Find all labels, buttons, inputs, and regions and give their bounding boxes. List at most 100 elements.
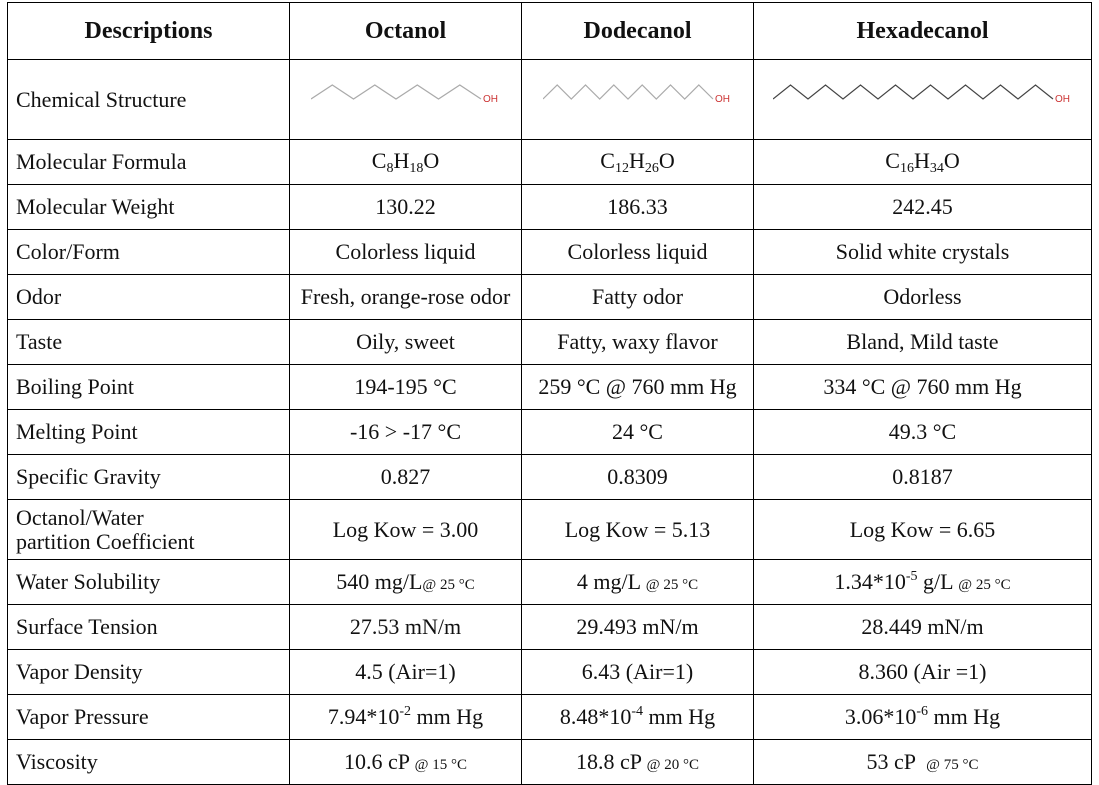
data-row: Specific Gravity 0.827 0.8309 0.8187 xyxy=(7,454,1092,500)
value-cell: 49.3 °C xyxy=(753,409,1092,455)
row-label: Vapor Density xyxy=(7,649,290,695)
row-label: Molecular Formula xyxy=(7,139,290,185)
value-cell: 18.8 cP @ 20 °C xyxy=(521,739,754,785)
row-label: Taste xyxy=(7,319,290,365)
value-cell: 6.43 (Air=1) xyxy=(521,649,754,695)
text-segment: -2 xyxy=(399,704,412,719)
text-segment: @ 15 °C xyxy=(414,757,467,773)
text-segment: C xyxy=(885,147,900,173)
text-segment: H xyxy=(628,147,645,173)
data-row: Octanol/Water partition Coefficient Log Ko… xyxy=(7,499,1092,560)
text-segment: @ 75 °C xyxy=(926,757,979,773)
text-segment: Octanol/Water xyxy=(16,504,144,530)
header-cell: Dodecanol xyxy=(521,2,754,60)
data-row: Surface Tension 27.53 mN/m 29.493 mN/m 28.4… xyxy=(7,604,1092,650)
data-row: Viscosity 10.6 cP @ 15 °C 18.8 cP @ 20 °C 5… xyxy=(7,739,1092,785)
row-label: Color/Form xyxy=(7,229,290,275)
value-cell: Log Kow = 3.00 xyxy=(289,499,522,560)
text-segment: H xyxy=(393,147,410,173)
data-row: Boiling Point 194-195 °C 259 °C @ 760 mm H… xyxy=(7,364,1092,410)
value-cell: 242.45 xyxy=(753,184,1092,230)
text-segment: 16 xyxy=(899,160,914,176)
text-segment: @ 25 °C xyxy=(422,577,475,593)
row-label: Specific Gravity xyxy=(7,454,290,500)
value-cell: Fresh, orange-rose odor xyxy=(289,274,522,320)
carbon-chain xyxy=(310,83,481,100)
text-segment: mm Hg xyxy=(643,704,716,729)
data-row: Vapor Pressure 7.94*10-2 mm Hg 8.48*10-4 m… xyxy=(7,694,1092,740)
data-row: Molecular Formula C8H18O C12H26O C16H34O xyxy=(7,139,1092,185)
value-cell: C8H18O xyxy=(289,139,522,185)
text-segment: O xyxy=(423,147,440,173)
text-segment: 26 xyxy=(644,160,659,176)
value-cell: C12H26O xyxy=(521,139,754,185)
text-segment: g/L xyxy=(917,569,959,594)
value-cell: 186.33 xyxy=(521,184,754,230)
text-segment: mm Hg xyxy=(928,704,1001,729)
text-segment: partition Coefficient xyxy=(16,528,195,554)
value-cell: Colorless liquid xyxy=(289,229,522,275)
value-cell: 24 °C xyxy=(521,409,754,455)
header-cell: Descriptions xyxy=(7,2,290,60)
value-cell: 53 cP @ 75 °C xyxy=(753,739,1092,785)
text-segment: C xyxy=(371,147,387,173)
structure-cell: OH xyxy=(521,59,754,140)
value-cell: Oily, sweet xyxy=(289,319,522,365)
value-cell: 8.48*10-4 mm Hg xyxy=(521,694,754,740)
text-segment: -6 xyxy=(916,704,929,719)
structure-cell: OH xyxy=(753,59,1092,140)
text-segment: 3.06*10 xyxy=(844,704,917,729)
text-segment: 7.94*10 xyxy=(327,704,400,729)
header-cell: Hexadecanol xyxy=(753,2,1092,60)
text-segment: -4 xyxy=(631,704,644,719)
value-cell: 28.449 mN/m xyxy=(753,604,1092,650)
value-cell: 0.827 xyxy=(289,454,522,500)
carbon-chain xyxy=(772,83,1053,100)
value-cell: 130.22 xyxy=(289,184,522,230)
text-segment: 18 xyxy=(409,160,424,176)
text-segment: 10.6 cP xyxy=(343,749,415,774)
row-label: Octanol/Water partition Coefficient xyxy=(7,499,290,560)
value-cell: C16H34O xyxy=(753,139,1092,185)
text-segment: 540 mg/L xyxy=(336,569,423,594)
value-cell: Fatty odor xyxy=(521,274,754,320)
value-cell: Fatty, waxy flavor xyxy=(521,319,754,365)
value-cell: Log Kow = 6.65 xyxy=(753,499,1092,560)
hydroxyl-label: OH xyxy=(483,94,498,105)
value-cell: Log Kow = 5.13 xyxy=(521,499,754,560)
text-segment: @ 20 °C xyxy=(646,757,699,773)
text-segment: 53 cP xyxy=(866,749,927,774)
row-label: Surface Tension xyxy=(7,604,290,650)
row-label: Water Solubility xyxy=(7,559,290,605)
carbon-chain xyxy=(542,83,713,100)
value-cell: Solid white crystals xyxy=(753,229,1092,275)
data-row: Water Solubility 540 mg/L@ 25 °C 4 mg/L @ … xyxy=(7,559,1092,605)
row-label: Molecular Weight xyxy=(7,184,290,230)
value-cell: 29.493 mN/m xyxy=(521,604,754,650)
data-row: Melting Point -16 > -17 °C 24 °C 49.3 °C xyxy=(7,409,1092,455)
text-segment: 4 mg/L xyxy=(576,569,646,594)
value-cell: 1.34*10-5 g/L @ 25 °C xyxy=(753,559,1092,605)
text-segment: mm Hg xyxy=(411,704,484,729)
value-cell: 194-195 °C xyxy=(289,364,522,410)
structure-drawing: OH xyxy=(772,83,1070,105)
text-segment: 8.48*10 xyxy=(559,704,632,729)
data-row: Taste Oily, sweet Fatty, waxy flavor Bland,… xyxy=(7,319,1092,365)
data-row: Color/Form Colorless liquid Colorless liqu… xyxy=(7,229,1092,275)
value-cell: 27.53 mN/m xyxy=(289,604,522,650)
value-cell: 4.5 (Air=1) xyxy=(289,649,522,695)
value-cell: 259 °C @ 760 mm Hg xyxy=(521,364,754,410)
value-cell: Odorless xyxy=(753,274,1092,320)
header-cell: Octanol xyxy=(289,2,522,60)
value-cell: 334 °C @ 760 mm Hg xyxy=(753,364,1092,410)
value-cell: 0.8187 xyxy=(753,454,1092,500)
structure-cell: OH xyxy=(289,59,522,140)
text-segment: 1.34*10 xyxy=(834,569,906,594)
value-cell: 8.360 (Air =1) xyxy=(753,649,1092,695)
row-label: Boiling Point xyxy=(7,364,290,410)
text-segment: 18.8 cP xyxy=(575,749,647,774)
text-segment: C xyxy=(600,147,615,173)
row-label: Odor xyxy=(7,274,290,320)
table-body: Chemical Structure OH OH OH Molecular Formul… xyxy=(7,59,1092,785)
